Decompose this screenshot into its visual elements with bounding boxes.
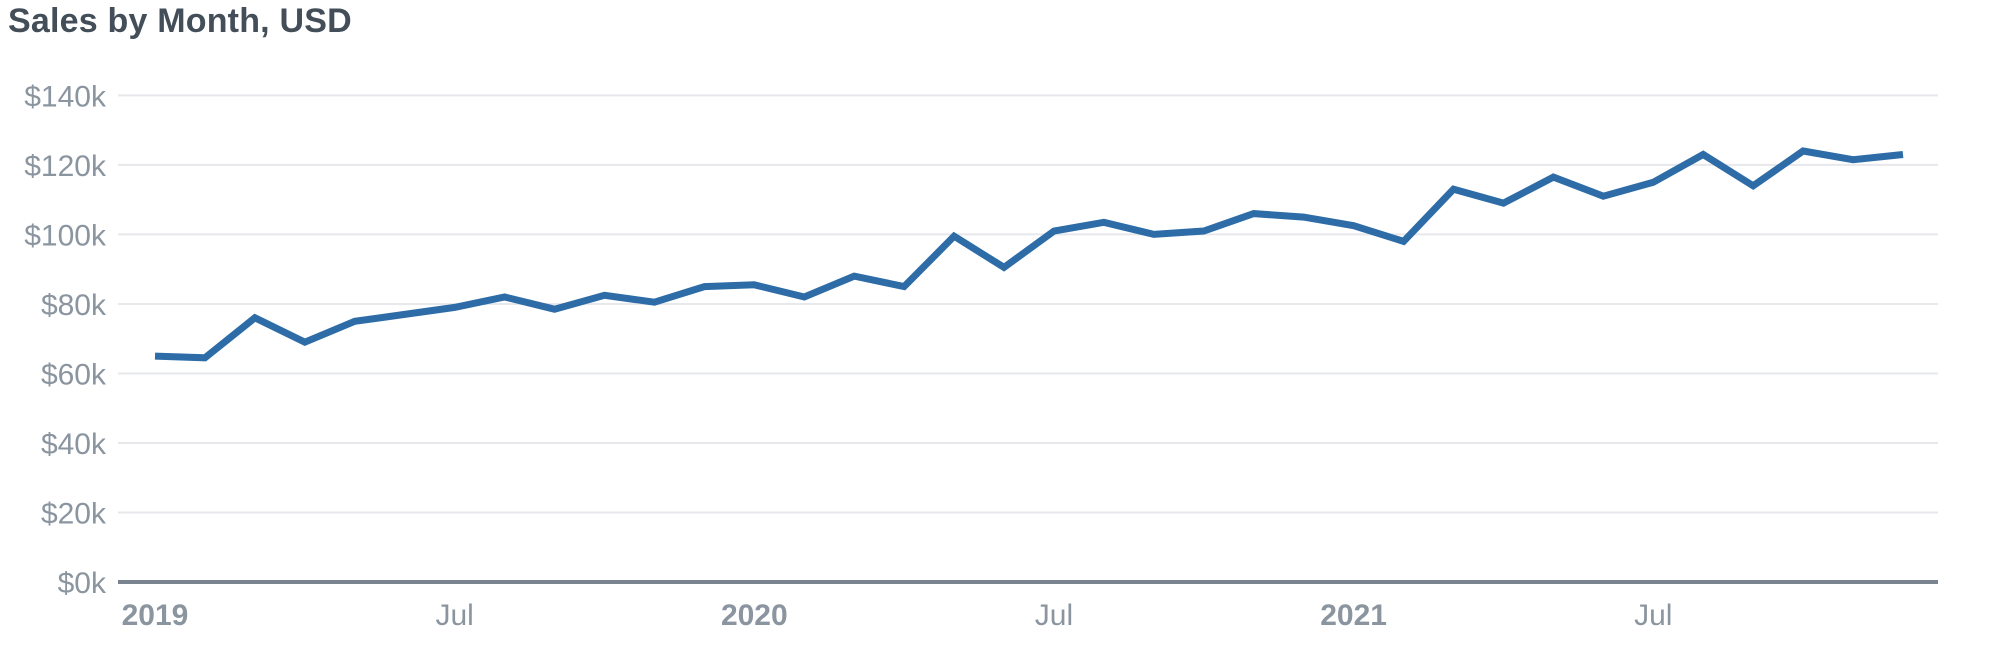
chart-title: Sales by Month, USD bbox=[8, 2, 352, 40]
x-axis-labels: 2019 Jul 2020 Jul 2021 Jul bbox=[122, 599, 1673, 632]
x-tick-label: 2021 bbox=[1320, 599, 1387, 632]
x-tick-label: Jul bbox=[435, 599, 473, 632]
sales-line-series bbox=[154, 147, 1904, 362]
y-tick-label: $20k bbox=[41, 497, 107, 530]
y-tick-label: $80k bbox=[41, 289, 107, 322]
x-tick-label: 2020 bbox=[721, 599, 788, 632]
x-tick-label: Jul bbox=[1035, 599, 1073, 632]
y-tick-label: $100k bbox=[24, 219, 107, 252]
y-tick-label: $140k bbox=[24, 80, 107, 113]
y-tick-label: $0k bbox=[58, 567, 107, 600]
x-tick-label: Jul bbox=[1634, 599, 1672, 632]
y-tick-label: $120k bbox=[24, 150, 107, 183]
y-tick-label: $40k bbox=[41, 428, 107, 461]
y-gridlines bbox=[118, 94, 1938, 584]
sales-line bbox=[154, 147, 1904, 362]
x-tick-label: 2019 bbox=[122, 599, 189, 632]
y-tick-label: $60k bbox=[41, 358, 107, 391]
y-axis-labels: $0k $20k $40k $60k $80k $100k $120k $140k bbox=[24, 80, 107, 600]
